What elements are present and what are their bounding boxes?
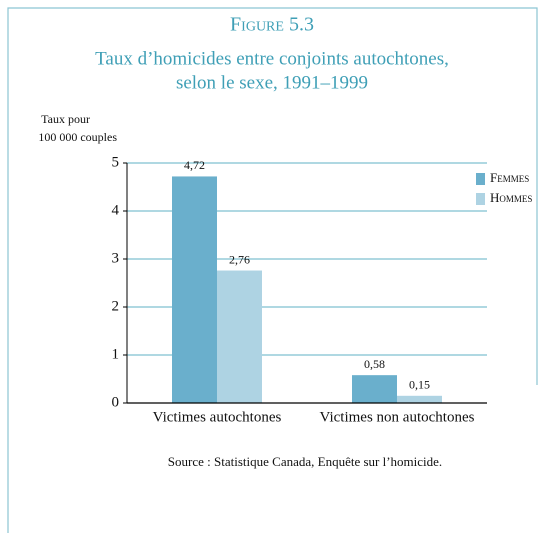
- bar: [217, 270, 262, 403]
- bar: [397, 395, 442, 403]
- y-tick-label: 1: [112, 346, 120, 362]
- legend-label: Femmes: [490, 170, 529, 185]
- y-tick-label: 2: [112, 298, 120, 314]
- chart-subtitle: Taux d’homicides entre conjoints autocht…: [95, 48, 449, 69]
- data-label: 0,15: [409, 378, 430, 392]
- data-label: 4,72: [184, 158, 205, 172]
- data-label: 0,58: [364, 357, 385, 371]
- source-note: Source : Statistique Canada, Enquête sur…: [168, 454, 442, 469]
- frame: [7, 7, 538, 533]
- chart-subtitle: selon le sexe, 1991–1999: [176, 72, 368, 93]
- x-tick-label: Victimes autochtones: [153, 409, 282, 425]
- y-axis-label: 100 000 couples: [38, 130, 117, 144]
- legend-swatch: [476, 193, 485, 205]
- y-tick-label: 3: [112, 250, 120, 266]
- data-label: 2,76: [229, 252, 250, 266]
- y-tick-label: 4: [112, 202, 120, 218]
- x-tick-label: Victimes non autochtones: [320, 409, 475, 425]
- y-tick-label: 0: [112, 394, 120, 410]
- legend-label: Hommes: [490, 190, 532, 205]
- bar: [172, 176, 217, 403]
- legend-swatch: [476, 173, 485, 185]
- y-axis-label: Taux pour: [41, 112, 90, 126]
- bar: [352, 375, 397, 403]
- chart-title: Figure 5.3: [230, 14, 314, 36]
- y-tick-label: 5: [112, 154, 120, 170]
